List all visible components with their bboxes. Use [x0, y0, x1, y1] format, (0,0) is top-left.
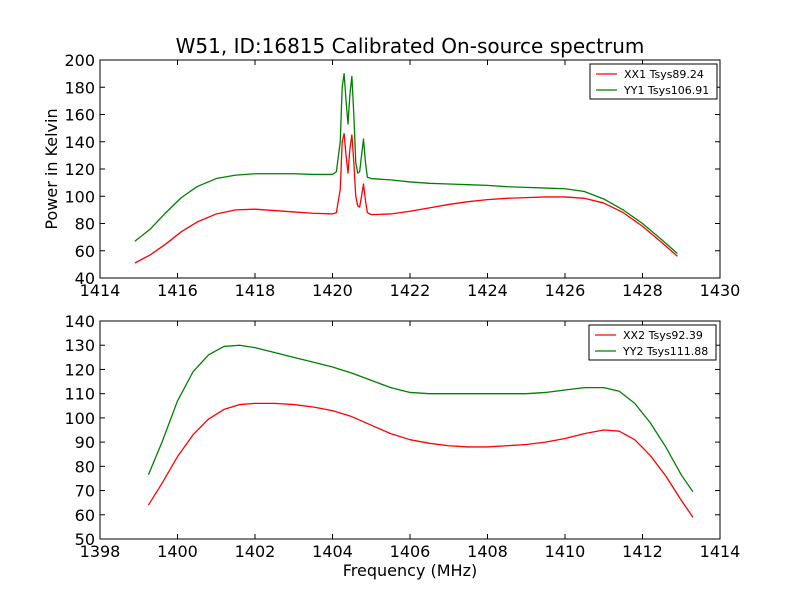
chart-2-y-tick-label: 70 — [75, 482, 95, 501]
chart-2-legend-label: XX2 Tsys92.39 — [623, 329, 703, 342]
chart-1-x-tick-label: 1418 — [235, 281, 276, 300]
chart-1-series-line-1 — [134, 132, 678, 264]
top-spectrum-panel: 1414 1416 1418 1420 1422 1424 1426 1428 1430 40 60… — [42, 51, 740, 300]
chart-1-y-tick-label: 200 — [64, 51, 95, 70]
chart-1-x-tick-label: 1414 — [80, 281, 121, 300]
chart-1-x-tick-label: 1428 — [622, 281, 663, 300]
chart-1-y-tick-label: 120 — [64, 160, 95, 179]
chart-1-y-tick-label: 160 — [64, 106, 95, 125]
chart-1-y-tick-label: 40 — [75, 269, 95, 288]
chart-1-x-tick-label: 1424 — [467, 281, 508, 300]
chart-2-y-tick-label: 130 — [64, 336, 95, 355]
chart-2-y-tick-label: 110 — [64, 385, 95, 404]
chart-1-legend-label: YY1 Tsys106.91 — [623, 84, 709, 97]
chart-1-x-tick-label: 1422 — [390, 281, 431, 300]
chart-2-x-axis-title: Frequency (MHz) — [343, 561, 477, 580]
chart-2-x-tick-label: 1414 — [700, 542, 741, 561]
chart-1-series-line-2 — [134, 72, 678, 254]
chart-title: W51, ID:16815 Calibrated On-source spect… — [176, 34, 645, 58]
bottom-spectrum-panel: 1398 1400 1402 1404 1406 1408 1410 1412 1414 50 60… — [64, 312, 740, 580]
chart-1-x-tick-label: 1430 — [700, 281, 741, 300]
chart-2-y-tick-label: 90 — [75, 433, 95, 452]
chart-2-legend: XX2 Tsys92.39 YY2 Tsys111.88 — [588, 324, 717, 361]
chart-2-y-tick-label: 100 — [64, 409, 95, 428]
chart-2-legend-label: YY2 Tsys111.88 — [622, 345, 708, 358]
chart-1-y-tick-label: 140 — [64, 133, 95, 152]
chart-2-series-line-2 — [147, 344, 694, 493]
chart-2-x-tick-label: 1404 — [312, 542, 353, 561]
chart-1-y-axis-title: Power in Kelvin — [42, 108, 61, 229]
chart-2-y-tick-label: 140 — [64, 312, 95, 331]
chart-2-x-tick-label: 1398 — [80, 542, 121, 561]
chart-1-y-tick-label: 80 — [75, 215, 95, 234]
chart-1-legend-box — [589, 63, 718, 100]
chart-2-x-tick-label: 1402 — [235, 542, 276, 561]
chart-1-x-tick-label: 1420 — [312, 281, 353, 300]
chart-1-y-tick-label: 100 — [64, 187, 95, 206]
chart-1-y-tick-label: 180 — [64, 78, 95, 97]
chart-2-x-tick-label: 1408 — [467, 542, 508, 561]
chart-2-series-line-1 — [147, 402, 694, 518]
chart-2-y-tick-label: 50 — [75, 530, 95, 549]
chart-2-y-tick-label: 60 — [75, 506, 95, 525]
chart-2-y-tick-label: 120 — [64, 360, 95, 379]
chart-1-x-tick-label: 1426 — [545, 281, 586, 300]
chart-2-x-tick-label: 1400 — [157, 542, 198, 561]
chart-2-y-tick-label: 80 — [75, 457, 95, 476]
chart-2-x-tick-label: 1412 — [622, 542, 663, 561]
chart-2-x-tick-label: 1410 — [545, 542, 586, 561]
chart-2-legend-box — [588, 324, 717, 361]
chart-1-y-tick-label: 60 — [75, 242, 95, 261]
chart-1-x-tick-label: 1416 — [157, 281, 198, 300]
chart-2-x-tick-label: 1406 — [390, 542, 431, 561]
chart-1-legend: XX1 Tsys89.24 YY1 Tsys106.91 — [589, 63, 718, 100]
chart-1-legend-label: XX1 Tsys89.24 — [624, 68, 704, 81]
